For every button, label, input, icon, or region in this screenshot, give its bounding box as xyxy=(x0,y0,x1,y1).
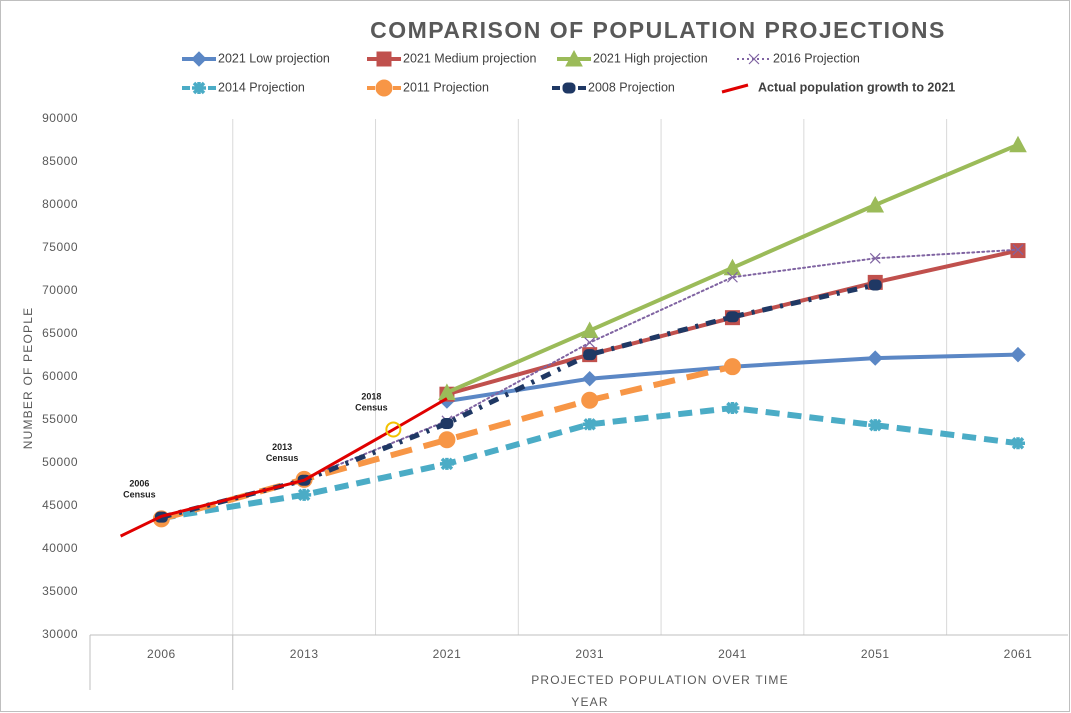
marker xyxy=(1009,135,1027,153)
y-tick-label: 90000 xyxy=(42,111,78,125)
annotation: 2013 Census xyxy=(266,443,299,464)
annotation-line: Census xyxy=(266,454,299,464)
y-axis-title: NUMBER OF PEOPLE xyxy=(21,307,35,450)
marker xyxy=(565,49,583,67)
x-axis-title: PROJECTED POPULATION OVER TIME xyxy=(531,673,789,687)
y-tick-label: 50000 xyxy=(42,455,78,469)
x-tick-label: 2021 xyxy=(433,647,462,661)
legend-label: 2008 Projection xyxy=(588,80,675,94)
marker xyxy=(297,488,312,502)
legend-label: 2021 High projection xyxy=(593,51,708,65)
legend-item: 2011 Projection xyxy=(367,79,489,97)
marker xyxy=(562,82,576,94)
marker xyxy=(723,258,742,276)
legend-item: 2016 Projection xyxy=(737,51,860,65)
legend-item: 2021 Low projection xyxy=(182,51,330,67)
y-tick-label: 35000 xyxy=(42,584,78,598)
x-axis-title-2: YEAR xyxy=(571,695,608,709)
x-tick-label: 2006 xyxy=(147,647,176,661)
marker xyxy=(867,350,883,366)
x-tick-label: 2013 xyxy=(290,647,319,661)
y-tick-label: 45000 xyxy=(42,498,78,512)
marker xyxy=(582,418,597,431)
legend-item: 2021 High projection xyxy=(557,49,708,67)
marker xyxy=(439,457,454,471)
marker xyxy=(866,195,885,213)
marker xyxy=(440,417,454,429)
marker xyxy=(1011,436,1025,450)
marker xyxy=(748,53,760,65)
legend-item: 2021 Medium projection xyxy=(367,51,536,67)
marker xyxy=(868,279,882,291)
legend-item: 2014 Projection xyxy=(182,80,305,94)
x-tick-label: 2051 xyxy=(861,647,890,661)
annotation-line: 2018 xyxy=(361,392,381,402)
census-marker xyxy=(385,421,402,438)
y-tick-label: 65000 xyxy=(42,326,78,340)
y-tick-label: 75000 xyxy=(42,240,78,254)
marker xyxy=(1010,346,1026,363)
legend-item: Actual population growth to 2021 xyxy=(721,80,955,94)
y-tick-label: 40000 xyxy=(42,541,78,555)
annotation: 2018 Census xyxy=(355,392,388,413)
marker xyxy=(581,371,598,387)
series-line xyxy=(303,248,1019,480)
y-tick-label: 85000 xyxy=(42,154,78,168)
marker xyxy=(438,431,456,449)
marker xyxy=(375,79,393,97)
y-tick-label: 80000 xyxy=(42,197,78,211)
marker xyxy=(725,401,740,415)
annotation-line: 2013 xyxy=(272,443,292,453)
marker xyxy=(868,418,883,432)
y-tick-label: 30000 xyxy=(42,627,78,641)
legend-label: 2016 Projection xyxy=(773,51,860,65)
marker xyxy=(583,349,597,361)
marker xyxy=(192,81,206,95)
marker xyxy=(191,51,207,67)
y-tick-label: 55000 xyxy=(42,412,78,426)
x-tick-label: 2061 xyxy=(1004,647,1033,661)
annotation-line: Census xyxy=(123,490,156,500)
legend-label: Actual population growth to 2021 xyxy=(758,80,955,94)
marker xyxy=(727,271,738,283)
y-tick-label: 70000 xyxy=(42,283,78,297)
annotation: 2006 Census xyxy=(123,479,156,500)
marker xyxy=(725,311,739,323)
marker xyxy=(1012,244,1024,256)
x-tick-label: 2041 xyxy=(718,647,747,661)
legend-label: 2014 Projection xyxy=(218,80,305,94)
legend-swatch xyxy=(721,83,749,94)
marker xyxy=(580,321,599,339)
marker xyxy=(581,391,599,409)
chart-title: COMPARISON OF POPULATION PROJECTIONS xyxy=(370,17,946,43)
legend-label: 2021 Low projection xyxy=(218,51,330,65)
annotation-line: Census xyxy=(355,403,388,413)
annotation-line: 2006 xyxy=(129,479,149,489)
y-tick-label: 60000 xyxy=(42,369,78,383)
legend-item: 2008 Projection xyxy=(552,80,675,94)
x-tick-label: 2031 xyxy=(575,647,604,661)
legend-label: 2021 Medium projection xyxy=(403,51,536,65)
series-line xyxy=(119,397,448,538)
marker xyxy=(723,358,741,376)
marker xyxy=(869,252,881,264)
legend-label: 2011 Projection xyxy=(403,80,489,94)
marker xyxy=(584,337,596,349)
series-line xyxy=(160,363,734,522)
marker xyxy=(376,51,392,67)
